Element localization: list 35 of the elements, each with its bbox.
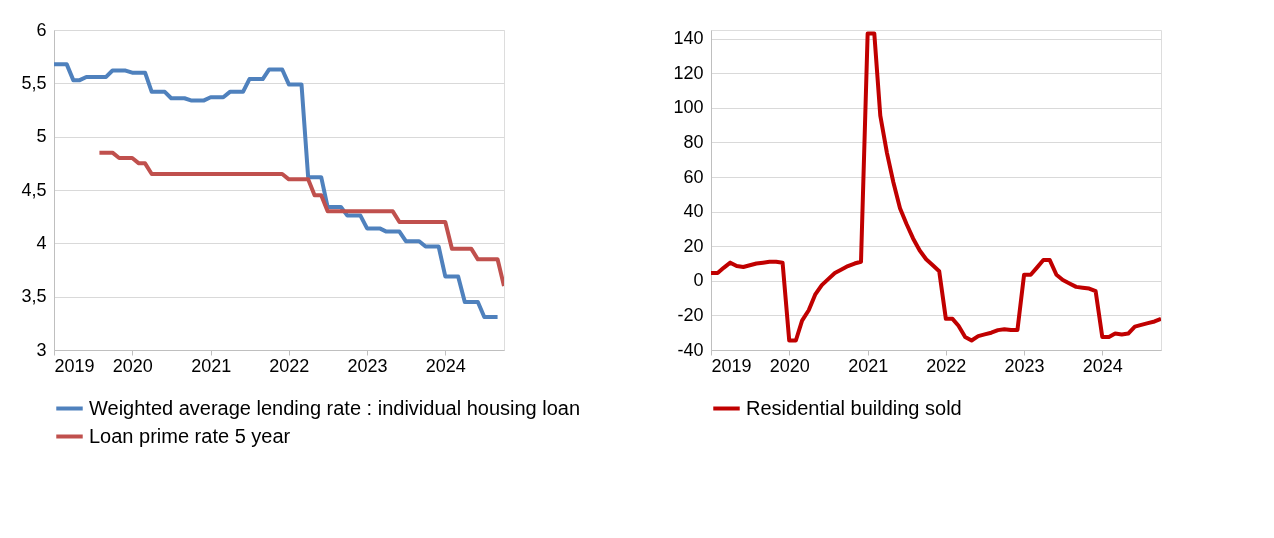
y-tick-label: 4,5 [21,179,47,200]
line-series [711,31,1161,343]
y-tick-label: 20 [683,235,704,256]
y-tick-label: -20 [677,304,704,325]
y-tick-label: 0 [693,270,704,291]
y-tick-label: 4 [36,232,47,253]
y-tick-label: 5,5 [21,72,47,93]
x-tick-label: 2022 [926,355,967,376]
x-tick-label: 2020 [769,355,810,376]
x-tick-label: 2021 [848,355,889,376]
x-tick-label: 2019 [711,355,752,376]
y-tick-label: 3 [36,339,47,360]
x-tick-label: 2023 [1004,355,1045,376]
x-tick-label: 2024 [425,355,466,376]
y-tick-label: 60 [683,166,704,187]
y-tick-label: 80 [683,131,704,152]
legend-label: Residential building sold [746,396,962,419]
y-tick-label: 3,5 [21,286,47,307]
line-series [54,62,500,319]
legend-label: Weighted average lending rate : individual housing loan [89,396,581,419]
y-tick-label: 5 [36,126,47,147]
y-tick-label: 140 [673,28,704,49]
x-tick-label: 2019 [54,355,95,376]
y-tick-label: 6 [36,19,47,40]
legend-label: Loan prime rate 5 year [89,424,291,447]
x-tick-label: 2021 [191,355,232,376]
line-series [97,150,504,288]
y-tick-label: -40 [677,339,704,360]
x-tick-label: 2022 [269,355,310,376]
y-tick-label: 120 [673,62,704,83]
y-tick-label: 100 [673,97,704,118]
x-tick-label: 2024 [1082,355,1123,376]
x-tick-label: 2023 [347,355,388,376]
x-tick-label: 2020 [112,355,153,376]
y-tick-label: 40 [683,201,704,222]
